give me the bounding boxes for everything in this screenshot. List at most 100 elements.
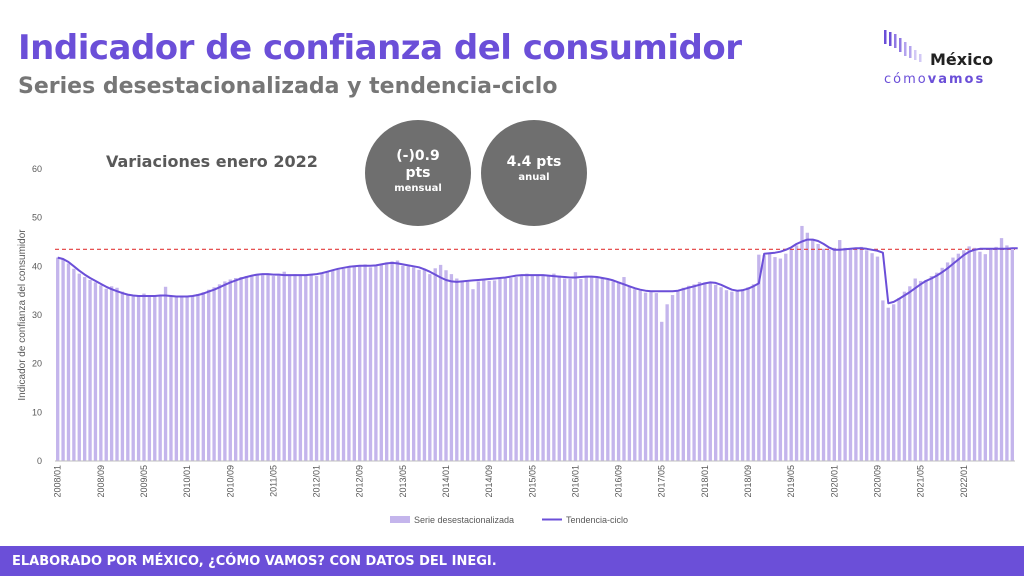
- x-tick-label: 2014/09: [484, 465, 494, 498]
- bar: [234, 278, 238, 461]
- bar: [611, 281, 615, 461]
- bar: [514, 277, 518, 461]
- bar: [665, 304, 669, 461]
- mensual-value: (-)0.9 pts: [396, 148, 440, 181]
- bar: [163, 286, 168, 461]
- bar: [929, 276, 934, 461]
- x-tick-label: 2018/09: [743, 465, 753, 498]
- bar: [735, 291, 739, 461]
- x-tick-label: 2010/09: [225, 465, 235, 498]
- mensual-bubble: (-)0.9 pts mensual: [365, 120, 471, 226]
- bar: [406, 266, 410, 461]
- bar: [449, 274, 454, 461]
- bar: [201, 292, 205, 461]
- bar: [994, 246, 998, 461]
- bar: [784, 253, 788, 461]
- x-tick-label: 2013/05: [398, 465, 408, 498]
- legend-bar-label: Serie desestacionalizada: [414, 515, 514, 525]
- bar: [740, 289, 745, 461]
- bar: [568, 278, 572, 461]
- bar: [115, 287, 119, 461]
- bar: [794, 245, 799, 461]
- bar: [643, 292, 648, 461]
- bar: [66, 263, 71, 461]
- bar: [374, 264, 378, 461]
- bar: [1005, 245, 1009, 461]
- bar: [670, 295, 675, 461]
- bar: [190, 295, 195, 461]
- bar: [314, 276, 319, 461]
- bar: [724, 290, 729, 461]
- bar: [730, 291, 734, 461]
- bar: [169, 295, 173, 461]
- bar: [492, 280, 497, 461]
- bar: [142, 293, 146, 461]
- anual-value: 4.4 pts: [506, 154, 562, 170]
- y-tick-label: 0: [37, 456, 42, 466]
- bar: [773, 257, 777, 461]
- bar: [61, 259, 65, 461]
- bar: [600, 278, 605, 461]
- bar: [93, 282, 98, 461]
- bar: [298, 275, 303, 461]
- logo-brand: México: [930, 50, 994, 69]
- bar: [827, 249, 831, 461]
- bar: [913, 278, 917, 461]
- bar: [509, 278, 513, 461]
- bar: [266, 273, 270, 461]
- bar: [217, 284, 222, 461]
- bar: [395, 260, 400, 461]
- bar: [746, 287, 750, 461]
- bar: [697, 281, 702, 461]
- bar: [719, 287, 723, 461]
- bar: [649, 292, 653, 461]
- logo-tagline-b: vamos: [927, 72, 986, 87]
- bar: [902, 291, 907, 461]
- bar: [411, 267, 416, 461]
- bar: [935, 272, 939, 461]
- bar: [541, 275, 545, 461]
- x-tick-label: 2010/01: [182, 465, 192, 498]
- bar: [708, 283, 712, 461]
- bar: [401, 265, 405, 461]
- bar: [573, 272, 578, 461]
- x-tick-label: 2008/09: [96, 465, 106, 498]
- bar: [676, 290, 680, 461]
- bar: [589, 277, 594, 461]
- bar: [109, 286, 114, 461]
- bar: [751, 284, 756, 461]
- bar: [638, 290, 642, 461]
- bar: [358, 265, 362, 461]
- bar: [88, 279, 92, 461]
- x-tick-label: 2020/01: [829, 465, 839, 498]
- bar: [309, 274, 313, 461]
- bar: [848, 248, 853, 461]
- bar: [859, 246, 863, 461]
- bar: [433, 268, 437, 461]
- bar: [562, 278, 567, 461]
- trend-line: [57, 238, 1018, 305]
- bar: [277, 275, 281, 461]
- bar: [363, 264, 367, 461]
- bar: [444, 270, 448, 461]
- bar: [385, 262, 389, 461]
- bar: [498, 278, 502, 461]
- footer-credit: ELABORADO POR MÉXICO, ¿CÓMO VAMOS? CON D…: [12, 554, 497, 569]
- bar: [368, 267, 373, 461]
- legend-line-label: Tendencia-ciclo: [566, 515, 628, 525]
- bar: [1010, 249, 1014, 461]
- bar: [185, 296, 189, 461]
- logo-bars-icon: [884, 30, 922, 62]
- y-tick-label: 50: [32, 213, 42, 223]
- bar: [536, 275, 540, 461]
- bar: [552, 273, 556, 461]
- bar: [282, 271, 286, 461]
- bar: [196, 294, 200, 461]
- bar: [999, 238, 1004, 461]
- anual-label: anual: [518, 172, 550, 183]
- bar: [244, 276, 249, 461]
- bar: [654, 293, 659, 461]
- y-tick-label: 40: [32, 261, 42, 271]
- bar: [341, 268, 346, 461]
- bar: [460, 280, 464, 461]
